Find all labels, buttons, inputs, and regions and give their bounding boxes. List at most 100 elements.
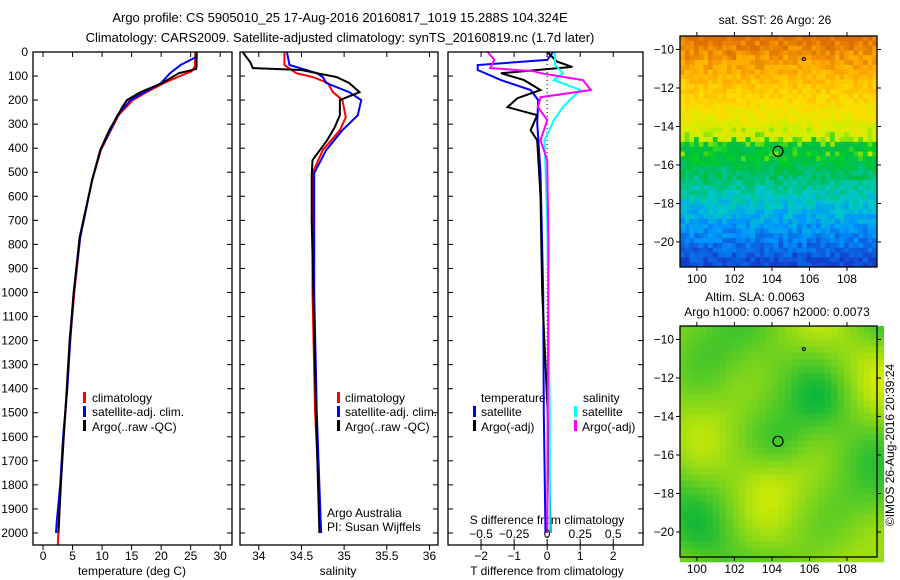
map-cell [726, 60, 733, 66]
map-cell [750, 156, 756, 162]
map-cell [801, 40, 808, 47]
map-cell [857, 528, 865, 536]
map-cell [708, 98, 714, 104]
map-cell [792, 218, 798, 225]
map-cell [740, 228, 747, 234]
map-cell [698, 60, 704, 66]
map-cell [848, 233, 855, 239]
map-cell [778, 326, 786, 334]
map-cell [816, 204, 822, 210]
map-cell [712, 346, 720, 354]
map-cell [694, 257, 700, 263]
map-cell [773, 84, 779, 90]
map-cell [750, 45, 756, 51]
map-cell [706, 413, 714, 421]
map-cell [712, 480, 720, 489]
map-cell [872, 88, 878, 95]
map-cell [725, 534, 734, 543]
map-cell [837, 420, 845, 428]
map-cell [870, 326, 878, 334]
map-cell [791, 406, 799, 415]
map-cell [719, 521, 727, 529]
map-cell [752, 373, 760, 381]
map-cell [834, 98, 840, 104]
map-cell [811, 45, 817, 51]
map-cell [817, 534, 825, 543]
map-cell [783, 84, 789, 90]
map-cell [712, 406, 720, 415]
map-cell [719, 386, 727, 394]
map-cell [817, 454, 825, 462]
map-cell [684, 113, 690, 119]
map-cell [764, 190, 770, 196]
map-cells [680, 326, 885, 563]
map-cell [783, 40, 789, 47]
map-cell [844, 534, 852, 543]
map-cell [686, 528, 694, 536]
map-cell [872, 161, 878, 167]
map-cell [783, 223, 789, 229]
map-cell [877, 427, 885, 435]
map-cell [801, 84, 808, 90]
map-cell [791, 548, 799, 556]
map-cell [680, 122, 686, 128]
map-cell [745, 494, 753, 502]
map-cell [758, 534, 766, 543]
map-cell [719, 373, 727, 381]
map-cell [769, 55, 775, 61]
map-cell [844, 170, 850, 177]
map-cell [797, 127, 803, 133]
map-cell [834, 141, 840, 148]
map-cell [778, 185, 784, 191]
map-cell [867, 242, 873, 249]
map-cell [699, 352, 707, 361]
argo-position-marker [772, 145, 784, 157]
map-cell [712, 93, 719, 100]
map-cell [820, 132, 826, 138]
map-cell [769, 127, 775, 133]
map-cell [750, 247, 756, 254]
map-cell [798, 474, 806, 482]
map-cell [857, 548, 865, 556]
map-cell [830, 55, 836, 61]
map-cell [858, 127, 864, 133]
map-cell [863, 346, 871, 354]
map-cell [686, 433, 694, 442]
map-cell [798, 352, 806, 361]
map-cell [825, 262, 831, 268]
map-cell [703, 185, 709, 191]
map-cell [740, 175, 747, 181]
map-cell [719, 420, 727, 428]
map-cell [719, 366, 727, 374]
map-cell [773, 262, 779, 268]
map-cell [831, 447, 839, 455]
map-cell [825, 84, 831, 90]
lon-tick-label: 104 [762, 272, 782, 286]
map-cell [817, 400, 825, 408]
map-cell [785, 487, 793, 495]
map-cell [698, 141, 704, 148]
map-cell [830, 45, 836, 51]
map-cell [755, 180, 761, 186]
map-cell [740, 170, 747, 177]
map-cell [824, 332, 832, 340]
map-cell [817, 393, 825, 401]
map-cell [778, 386, 786, 394]
map-cell [726, 185, 733, 191]
map-cell [787, 190, 794, 196]
map-cell [787, 36, 794, 42]
map-cell [872, 175, 878, 181]
map-cell [717, 228, 723, 234]
map-cell [834, 108, 840, 114]
map-cell [693, 467, 701, 475]
map-cell [699, 541, 707, 549]
map-cell [783, 117, 789, 124]
map-cell [764, 252, 770, 258]
map-cell [811, 40, 817, 47]
map-cell [719, 474, 727, 482]
map-cell [825, 165, 831, 172]
map-cell [765, 326, 773, 334]
map-cell [787, 214, 794, 220]
map-cell [787, 233, 794, 239]
map-cell [862, 151, 869, 157]
